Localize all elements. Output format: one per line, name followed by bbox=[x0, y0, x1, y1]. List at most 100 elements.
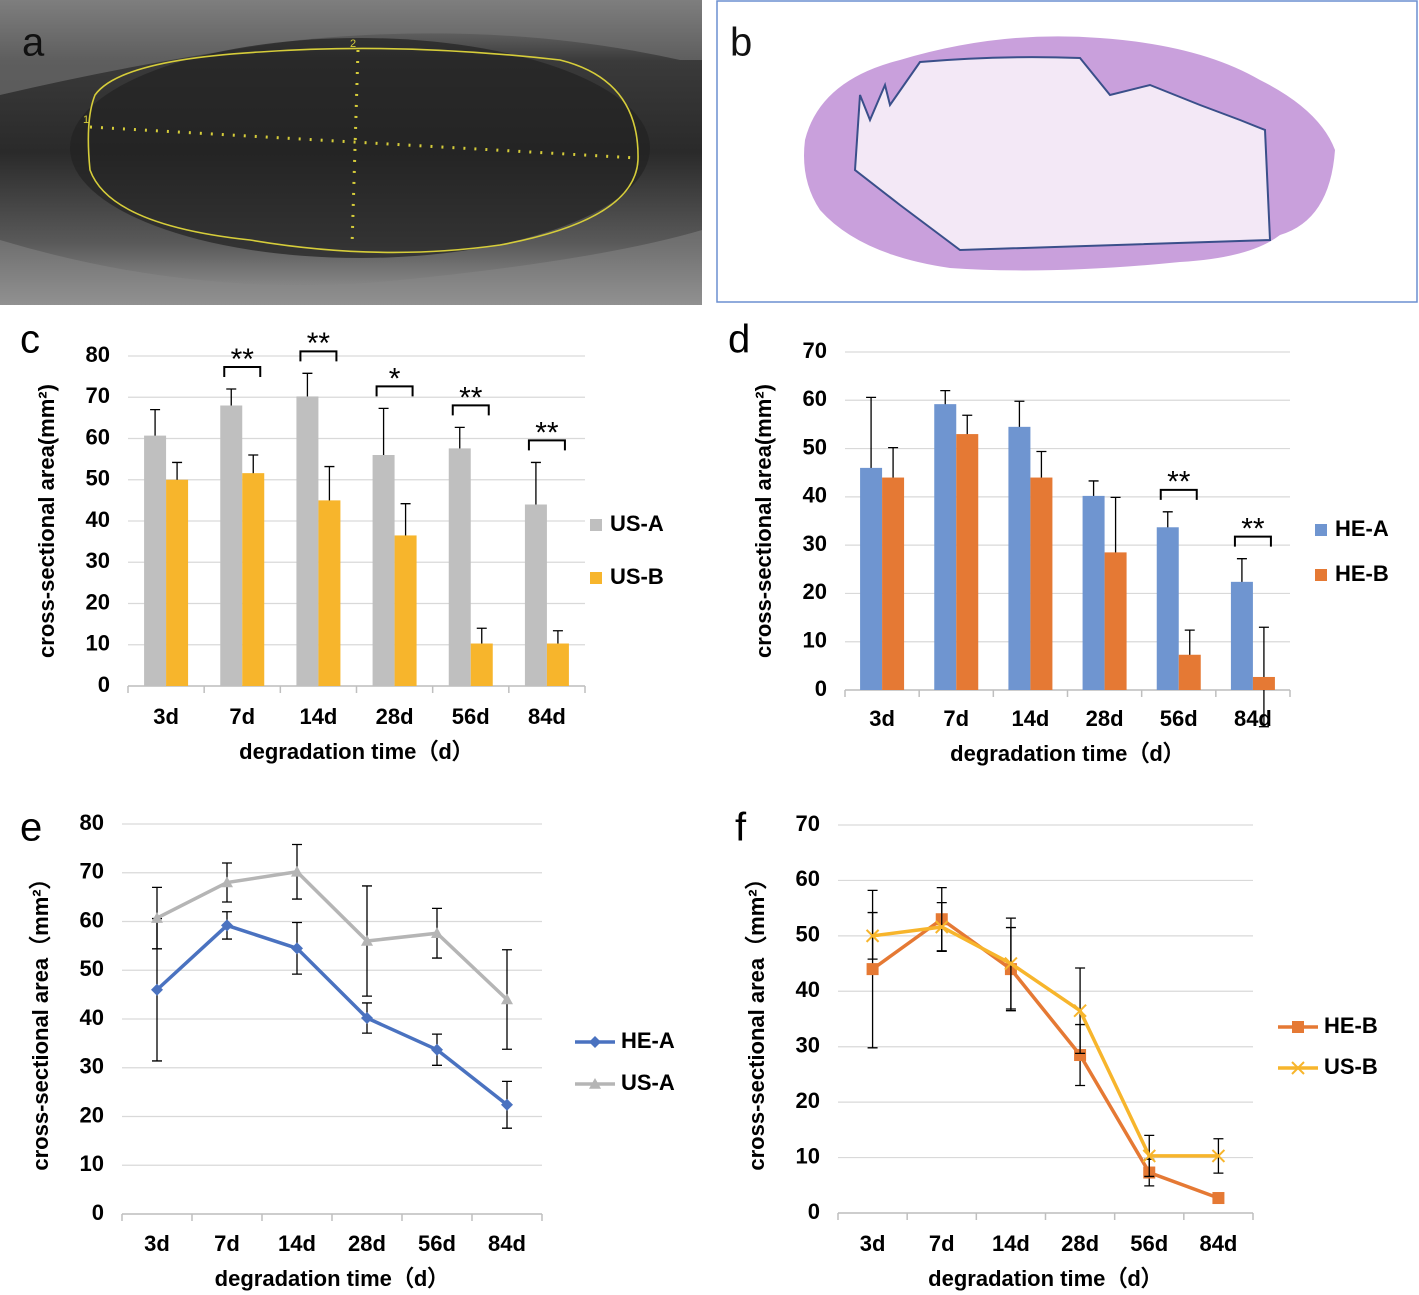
y-tick-label: 10 bbox=[796, 1143, 820, 1168]
legend-label: HE-A bbox=[621, 1028, 675, 1053]
bar bbox=[1252, 676, 1275, 690]
y-tick-label: 20 bbox=[796, 1088, 820, 1113]
y-tick-label: 40 bbox=[803, 483, 827, 508]
bar bbox=[242, 473, 265, 686]
bar bbox=[1008, 426, 1031, 690]
bar bbox=[956, 434, 979, 690]
y-tick-label: 50 bbox=[796, 922, 820, 947]
y-tick-label: 0 bbox=[92, 1200, 104, 1225]
bar bbox=[144, 435, 167, 686]
marker bbox=[1073, 1003, 1087, 1018]
marker bbox=[1291, 1061, 1305, 1075]
x-tick-label: 56d bbox=[452, 704, 490, 729]
marker bbox=[361, 1012, 373, 1025]
y-tick-label: 70 bbox=[80, 859, 104, 884]
marker bbox=[1074, 1049, 1087, 1062]
bar bbox=[1156, 527, 1179, 690]
x-tick-label: 7d bbox=[929, 1231, 955, 1256]
marker bbox=[1004, 956, 1018, 971]
y-tick-label: 40 bbox=[796, 977, 820, 1002]
bar bbox=[1104, 552, 1127, 690]
marker bbox=[866, 963, 879, 976]
y-tick-label: 80 bbox=[86, 342, 110, 367]
y-axis-title: cross-sectional area（mm²） bbox=[744, 867, 769, 1170]
legend-swatch bbox=[1315, 524, 1327, 536]
marker bbox=[221, 919, 233, 932]
bar bbox=[934, 404, 957, 690]
panel-label: a bbox=[22, 21, 45, 65]
measure-label: 1 bbox=[83, 114, 89, 126]
legend-label: HE-A bbox=[1335, 516, 1389, 541]
panel-label: d bbox=[728, 318, 750, 362]
y-axis-title: cross-sectional area(mm²) bbox=[34, 384, 59, 658]
bar bbox=[220, 405, 243, 686]
x-tick-label: 3d bbox=[144, 1231, 170, 1256]
y-tick-label: 20 bbox=[86, 589, 110, 614]
x-tick-label: 14d bbox=[299, 704, 337, 729]
significance-bracket bbox=[223, 366, 262, 377]
x-tick-label: 56d bbox=[1130, 1231, 1168, 1256]
y-tick-label: 80 bbox=[80, 810, 104, 835]
panel-label: c bbox=[20, 318, 40, 362]
significance-label: ** bbox=[535, 416, 559, 449]
y-tick-label: 20 bbox=[803, 579, 827, 604]
chart: e 0 10 20 30 40 50 60 70 80 3d 7d 14d 28d 56d 84d degrad… bbox=[20, 806, 675, 1291]
line bbox=[155, 923, 509, 1107]
x-axis-title: degradation time（d） bbox=[950, 741, 1185, 766]
marker bbox=[431, 927, 443, 938]
bar bbox=[1178, 654, 1201, 690]
x-tick-label: 28d bbox=[1061, 1231, 1099, 1256]
marker bbox=[361, 935, 373, 946]
marker bbox=[865, 929, 880, 943]
bar bbox=[448, 448, 471, 686]
marker bbox=[291, 942, 303, 955]
y-tick-label: 10 bbox=[80, 1151, 104, 1176]
legend-label: US-B bbox=[610, 564, 664, 589]
x-axis-title: degradation time（d） bbox=[239, 739, 474, 764]
x-tick-label: 7d bbox=[214, 1231, 240, 1256]
x-tick-label: 14d bbox=[278, 1231, 316, 1256]
y-tick-label: 30 bbox=[803, 531, 827, 556]
y-tick-label: 30 bbox=[86, 548, 110, 573]
y-tick-label: 50 bbox=[803, 434, 827, 459]
y-tick-label: 70 bbox=[796, 811, 820, 836]
x-tick-label: 3d bbox=[153, 704, 179, 729]
significance-label: ** bbox=[459, 381, 483, 414]
significance-bracket bbox=[375, 385, 414, 397]
y-tick-label: 70 bbox=[803, 338, 827, 363]
y-tick-label: 60 bbox=[796, 866, 820, 891]
x-tick-label: 84d bbox=[488, 1231, 526, 1256]
ultrasound-image: 1 2 a bbox=[0, 0, 702, 305]
significance-bracket bbox=[1233, 535, 1272, 547]
bar bbox=[1230, 581, 1253, 690]
y-tick-label: 10 bbox=[86, 631, 110, 656]
line bbox=[872, 925, 1219, 1158]
x-tick-label: 84d bbox=[1199, 1231, 1237, 1256]
legend-label: HE-B bbox=[1335, 561, 1389, 586]
marker bbox=[501, 1098, 513, 1111]
bar bbox=[372, 455, 395, 686]
y-tick-label: 60 bbox=[86, 424, 110, 449]
y-tick-label: 50 bbox=[86, 466, 110, 491]
x-tick-label: 14d bbox=[1011, 706, 1049, 731]
marker bbox=[935, 920, 949, 934]
legend-swatch bbox=[1315, 569, 1327, 581]
significance-label: ** bbox=[231, 343, 255, 376]
x-axis-title: degradation time（d） bbox=[928, 1266, 1163, 1291]
panel-label: f bbox=[735, 806, 747, 850]
x-tick-label: 7d bbox=[943, 706, 969, 731]
legend-label: US-A bbox=[621, 1070, 675, 1095]
bar bbox=[166, 479, 189, 686]
significance-bracket bbox=[1159, 488, 1198, 500]
bar bbox=[860, 467, 883, 690]
marker bbox=[589, 1036, 601, 1048]
significance-label: ** bbox=[1241, 513, 1265, 546]
legend-label: US-A bbox=[610, 511, 664, 536]
significance-label: ** bbox=[1167, 466, 1191, 499]
marker bbox=[431, 1043, 443, 1056]
bar bbox=[1030, 477, 1053, 690]
x-tick-label: 28d bbox=[348, 1231, 386, 1256]
x-tick-label: 84d bbox=[528, 704, 566, 729]
marker bbox=[151, 983, 163, 996]
y-tick-label: 50 bbox=[80, 956, 104, 981]
